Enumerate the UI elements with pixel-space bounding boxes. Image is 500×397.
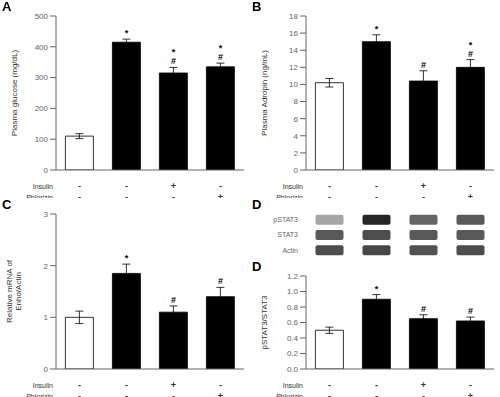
svg-text:Insulin: Insulin <box>33 382 53 389</box>
svg-text:-: - <box>328 391 331 397</box>
svg-text:#: # <box>468 306 473 316</box>
html-text:D: D <box>252 259 262 274</box>
svg-text:-: - <box>469 181 472 191</box>
svg-text:STAT3: STAT3 <box>277 231 298 238</box>
svg-text:-: - <box>328 192 331 198</box>
svg-text:-: - <box>219 380 222 390</box>
svg-text:*: * <box>375 24 379 34</box>
svg-text:Actin: Actin <box>282 247 298 254</box>
svg-text:Phlorizin: Phlorizin <box>26 393 53 397</box>
svg-text:*: * <box>375 284 379 294</box>
svg-text:500: 500 <box>35 12 49 21</box>
svg-text:6: 6 <box>294 115 299 124</box>
html-text:A: A <box>2 0 12 14</box>
svg-text:-: - <box>78 391 81 397</box>
svg-text:+: + <box>468 192 473 198</box>
svg-text:Insulin: Insulin <box>283 183 303 190</box>
svg-text:0.2: 0.2 <box>287 349 299 358</box>
svg-text:-: - <box>375 192 378 198</box>
svg-text:-: - <box>219 181 222 191</box>
svg-text:100: 100 <box>35 135 49 144</box>
svg-text:*: * <box>125 253 129 263</box>
svg-text:200: 200 <box>35 104 49 113</box>
svg-text:-: - <box>375 391 378 397</box>
svg-text:-: - <box>172 391 175 397</box>
svg-text:#: # <box>171 56 176 66</box>
svg-text:14: 14 <box>289 46 298 55</box>
svg-text:0.6: 0.6 <box>287 318 299 327</box>
svg-text:2: 2 <box>44 262 49 271</box>
html-text:D: D <box>252 197 262 212</box>
svg-text:pSTAT3/STAT3: pSTAT3/STAT3 <box>260 295 269 350</box>
svg-text:0.4: 0.4 <box>287 334 299 343</box>
svg-text:3: 3 <box>44 210 49 219</box>
svg-text:Insulin: Insulin <box>283 382 303 389</box>
svg-text:+: + <box>171 380 176 390</box>
svg-text:Relative mRNA ofEnho/Actin: Relative mRNA ofEnho/Actin <box>8 259 23 323</box>
svg-text:-: - <box>78 192 81 198</box>
svg-text:pSTAT3: pSTAT3 <box>273 216 298 224</box>
svg-text:-: - <box>328 181 331 191</box>
svg-text:+: + <box>468 391 473 397</box>
svg-text:Plasma Adropin (ng/mL): Plasma Adropin (ng/mL) <box>260 50 269 136</box>
svg-text:Phlorizin: Phlorizin <box>276 393 303 397</box>
svg-text:#: # <box>421 304 426 314</box>
svg-text:Insulin: Insulin <box>33 183 53 190</box>
svg-text:10: 10 <box>289 80 298 89</box>
svg-text:-: - <box>469 380 472 390</box>
svg-text:Phlorizin: Phlorizin <box>26 194 53 199</box>
svg-text:#: # <box>171 295 176 305</box>
svg-text:Phlorizin: Phlorizin <box>276 194 303 199</box>
svg-text:1: 1 <box>44 313 49 322</box>
svg-text:16: 16 <box>289 29 298 38</box>
svg-text:-: - <box>125 380 128 390</box>
svg-text:1.2: 1.2 <box>287 272 299 281</box>
svg-text:18: 18 <box>289 12 298 21</box>
svg-text:+: + <box>218 192 223 198</box>
svg-text:-: - <box>125 391 128 397</box>
svg-text:-: - <box>375 181 378 191</box>
html-text:B: B <box>252 0 262 14</box>
svg-text:+: + <box>421 181 426 191</box>
svg-text:+: + <box>218 391 223 397</box>
svg-text:4: 4 <box>294 132 299 141</box>
svg-text:+: + <box>421 380 426 390</box>
html-text:C: C <box>2 197 12 212</box>
svg-text:-: - <box>422 192 425 198</box>
svg-text:-: - <box>125 181 128 191</box>
svg-text:300: 300 <box>35 73 49 82</box>
svg-text:0: 0 <box>44 365 49 374</box>
svg-text:-: - <box>422 391 425 397</box>
svg-text:8: 8 <box>294 97 299 106</box>
svg-text:#: # <box>218 276 223 286</box>
svg-text:0.8: 0.8 <box>287 303 299 312</box>
svg-text:#: # <box>468 49 473 59</box>
svg-text:0: 0 <box>44 166 49 175</box>
svg-text:+: + <box>171 181 176 191</box>
svg-text:0.0: 0.0 <box>287 365 299 374</box>
svg-text:1.0: 1.0 <box>287 287 299 296</box>
svg-text:12: 12 <box>289 63 298 72</box>
svg-text:-: - <box>375 380 378 390</box>
svg-text:Plasma glucose (mg/dL): Plasma glucose (mg/dL) <box>10 50 19 137</box>
svg-text:*: * <box>125 28 129 38</box>
svg-text:-: - <box>328 380 331 390</box>
svg-text:-: - <box>172 192 175 198</box>
svg-text:400: 400 <box>35 43 49 52</box>
svg-text:-: - <box>78 380 81 390</box>
svg-text:-: - <box>78 181 81 191</box>
svg-text:-: - <box>125 192 128 198</box>
svg-text:0: 0 <box>294 166 299 175</box>
svg-text:#: # <box>218 52 223 62</box>
svg-text:#: # <box>421 60 426 70</box>
svg-text:2: 2 <box>294 149 299 158</box>
